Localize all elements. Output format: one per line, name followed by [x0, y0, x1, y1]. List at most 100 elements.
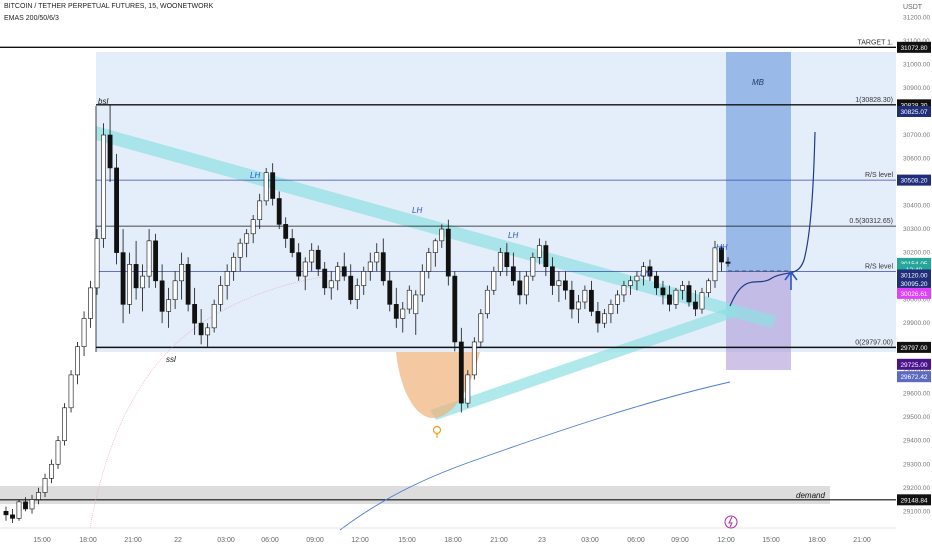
chart-annotation: MB [752, 78, 765, 87]
y-tick-label: 31100.00 [903, 38, 930, 45]
projection-arrow [784, 270, 798, 290]
price-tag [897, 257, 931, 269]
candle-body [309, 249, 315, 263]
candle-body [276, 198, 282, 225]
price-tag-label: 30120.00 [900, 272, 927, 279]
x-tick-label: 18:00 [79, 537, 97, 544]
candle-body [654, 275, 659, 289]
candle-body [491, 271, 497, 291]
level-label: R/S level [865, 172, 893, 179]
ascending-channel [430, 306, 738, 420]
x-tick-label: 15:00 [33, 537, 51, 544]
chart-title: BITCOIN / TETHER PERPETUAL FUTURES, 15, … [4, 3, 214, 10]
candle-body [680, 285, 685, 291]
candle-body [602, 313, 607, 324]
x-tick-label: 06:00 [627, 537, 645, 544]
candle-body [94, 238, 100, 289]
y-tick-label: 31000.00 [903, 61, 930, 68]
candle-body [484, 289, 490, 315]
candle-body [101, 134, 106, 239]
candle-body [159, 280, 165, 312]
candle-body [458, 341, 464, 404]
candle-body [341, 266, 347, 277]
candle-body [562, 280, 568, 291]
candle-body [693, 301, 698, 310]
bulb-icon[interactable] [432, 425, 442, 439]
x-tick-label: 21:00 [124, 537, 142, 544]
candle-body [322, 268, 328, 289]
candle-body [49, 463, 54, 479]
price-tag [897, 278, 931, 290]
candle-body [595, 311, 601, 324]
candle-body [471, 341, 477, 376]
candle-body [231, 256, 237, 272]
candle-body [81, 318, 87, 347]
price-tag-label: 30026.61 [900, 291, 927, 298]
y-tick-label: 29500.00 [903, 414, 930, 421]
candle-body [439, 228, 445, 242]
candle-body [719, 247, 724, 263]
candle-body [660, 287, 666, 296]
indicator-label: EMAS 200/50/6/3 [4, 15, 59, 22]
candle-body [549, 266, 555, 286]
level-label: 0.5(30312.65) [849, 218, 893, 225]
candle-body [335, 266, 341, 282]
y-tick-label: 30200.00 [903, 250, 930, 257]
candle-body [361, 271, 367, 286]
x-tick-label: 15:00 [762, 537, 780, 544]
candle-body [296, 252, 302, 277]
candle-body [634, 275, 640, 282]
candle-body [328, 280, 334, 289]
candle-body [237, 242, 243, 258]
candle-body [218, 285, 224, 305]
candle-body [211, 304, 217, 329]
candle-body [166, 299, 172, 312]
price-tag-label: 30508.20 [900, 178, 927, 185]
ema-200-line [339, 381, 731, 531]
x-tick-label: 21:00 [490, 537, 508, 544]
candle-body [523, 275, 529, 296]
candle-body [667, 294, 672, 305]
candle-body [257, 200, 263, 220]
candle-body [621, 285, 627, 296]
price-tag-label: 30825.07 [900, 109, 927, 116]
price-tag [897, 287, 931, 299]
candle-body [569, 289, 575, 310]
y-tick-label: 29200.00 [903, 485, 930, 492]
candle-body [42, 478, 48, 493]
candle-body [198, 322, 204, 336]
candle-body [153, 240, 159, 282]
level-label: 0(29797.00) [855, 339, 893, 346]
x-tick-label: 12:00 [351, 537, 369, 544]
y-tick-label: 29300.00 [903, 461, 930, 468]
y-tick-label: 30000.00 [903, 297, 930, 304]
candle-body [536, 245, 542, 258]
candle-body [263, 172, 269, 202]
currency-label: USDT [903, 4, 923, 11]
candle-body [374, 252, 380, 263]
x-tick-label: 18:00 [808, 537, 826, 544]
price-tag-label: 30828.30 [900, 102, 927, 109]
x-tick-label: 03:00 [581, 537, 599, 544]
x-tick-label: 12:00 [717, 537, 735, 544]
y-tick-label: 29700.00 [903, 367, 930, 374]
x-tick-label: 09:00 [671, 537, 689, 544]
price-tag [897, 174, 931, 186]
candle-body [641, 266, 646, 277]
lightning-icon[interactable] [724, 515, 738, 529]
price-tag-label: 29148.84 [900, 497, 927, 504]
price-tag [897, 494, 931, 506]
candle-body [725, 261, 731, 264]
candle-body [387, 280, 393, 305]
candle-body [283, 224, 289, 239]
candle-body [504, 252, 510, 268]
candle-body [400, 308, 406, 319]
candle-body [68, 374, 74, 409]
x-tick-label: 23 [538, 537, 546, 544]
y-tick-label: 29600.00 [903, 391, 930, 398]
y-tick-label: 29100.00 [903, 508, 930, 515]
candle-body [452, 275, 458, 343]
candle-body [712, 247, 718, 282]
